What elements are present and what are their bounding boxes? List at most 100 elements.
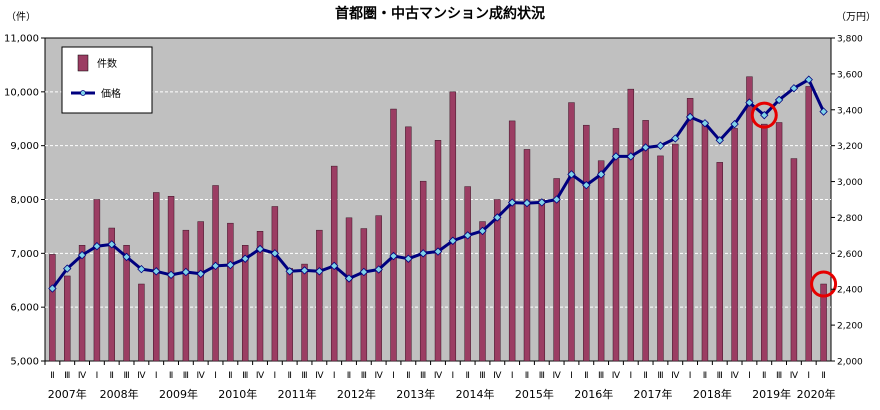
- price-marker: [152, 267, 161, 276]
- year-label: 2008年: [100, 387, 139, 401]
- price-marker: [137, 264, 146, 274]
- count-bar: [138, 283, 145, 362]
- left-tick-label: 5,000: [10, 357, 39, 368]
- quarter-label: Ⅳ: [612, 371, 621, 381]
- quarter-label: Ⅲ: [183, 371, 189, 381]
- price-marker: [389, 251, 398, 261]
- quarter-label: Ⅱ: [525, 371, 529, 381]
- quarter-label: Ⅱ: [287, 371, 291, 381]
- count-bar: [479, 221, 486, 362]
- left-tick-label: 10,000: [4, 87, 39, 98]
- count-bar: [731, 128, 738, 362]
- count-bar: [93, 199, 101, 362]
- quarter-label: Ⅰ: [629, 371, 632, 381]
- left-axis: 5,000 6,000 7,000 8,000 9,000 10,000 11,000: [4, 34, 45, 368]
- price-marker: [537, 198, 546, 207]
- quarter-label: Ⅰ: [274, 371, 277, 381]
- price-marker: [285, 267, 294, 276]
- price-marker: [730, 119, 739, 129]
- chart-title: 首都圏・中古マンション成約状況: [335, 5, 545, 22]
- price-marker: [344, 274, 354, 283]
- price-marker: [700, 119, 710, 128]
- count-bar: [686, 98, 694, 362]
- price-marker: [255, 244, 265, 254]
- left-tick-label: 6,000: [10, 303, 39, 314]
- year-label: 2013年: [396, 387, 435, 401]
- quarter-label: Ⅲ: [123, 371, 129, 381]
- count-bar: [108, 227, 115, 362]
- quarter-label: Ⅱ: [406, 371, 410, 381]
- price-marker: [448, 236, 457, 245]
- price-marker: [463, 231, 472, 240]
- quarter-label: Ⅳ: [315, 371, 324, 381]
- legend-line-label: 価格: [101, 87, 121, 100]
- quarter-label: Ⅲ: [657, 371, 663, 381]
- quarter-label: Ⅳ: [78, 371, 87, 381]
- quarter-label: Ⅳ: [137, 371, 146, 381]
- count-bar: [153, 192, 160, 362]
- count-bar: [790, 158, 798, 362]
- price-marker: [507, 198, 517, 207]
- quarter-label: Ⅱ: [347, 371, 351, 381]
- right-tick-label: 2,200: [837, 322, 863, 332]
- price-marker: [641, 143, 650, 152]
- price-marker: [241, 254, 250, 263]
- quarter-label: Ⅲ: [64, 371, 70, 381]
- legend: 件数 価格: [61, 46, 153, 114]
- count-bar: [49, 254, 56, 362]
- quarter-label: Ⅳ: [671, 371, 680, 381]
- count-bar: [256, 231, 264, 362]
- price-marker: [300, 266, 309, 275]
- right-tick-label: 3,400: [837, 106, 863, 116]
- year-label: 2011年: [278, 387, 317, 401]
- price-marker: [774, 95, 784, 105]
- price-marker: [671, 134, 680, 143]
- quarter-label: Ⅲ: [301, 371, 307, 381]
- price-marker: [567, 170, 576, 179]
- price-markers: [48, 75, 828, 293]
- count-bar: [494, 199, 501, 362]
- quarter-label: Ⅰ: [689, 371, 692, 381]
- count-bar: [405, 126, 412, 362]
- left-tick-label: 9,000: [10, 141, 39, 152]
- price-marker: [656, 141, 665, 150]
- legend-line-marker: [80, 90, 86, 96]
- quarter-label: Ⅰ: [748, 371, 751, 381]
- count-bar: [212, 185, 219, 362]
- price-marker: [715, 136, 724, 145]
- count-bar: [612, 128, 620, 362]
- count-bar: [701, 121, 709, 362]
- count-bar: [301, 263, 308, 362]
- right-tick-label: 2,400: [837, 286, 863, 296]
- price-marker: [270, 249, 280, 258]
- highlight-circle: [810, 270, 838, 298]
- right-tick-label: 3,200: [837, 142, 863, 152]
- price-marker: [819, 107, 828, 116]
- quarter-label: Ⅲ: [598, 371, 604, 381]
- right-tick-label: 2,600: [837, 250, 863, 260]
- quarter-label: Ⅰ: [96, 371, 99, 381]
- quarter-label: Ⅳ: [730, 371, 739, 381]
- count-bar: [286, 268, 293, 362]
- count-bar: [672, 143, 679, 362]
- quarter-label: Ⅱ: [169, 371, 173, 381]
- price-marker: [122, 252, 131, 262]
- count-bar: [241, 245, 249, 362]
- count-bar: [419, 180, 427, 362]
- price-marker: [166, 270, 176, 280]
- quarter-label: Ⅰ: [333, 371, 336, 381]
- count-bar: [568, 102, 575, 362]
- count-bar: [449, 91, 457, 362]
- count-bar: [538, 199, 546, 362]
- quarter-label: Ⅰ: [570, 371, 573, 381]
- quarter-label: Ⅱ: [228, 371, 232, 381]
- count-bar: [182, 229, 190, 362]
- quarter-label: Ⅳ: [790, 371, 799, 381]
- quarter-label: Ⅳ: [197, 371, 206, 381]
- year-label: 2016年: [574, 387, 613, 401]
- x-axis-years: 2007年 2008年 2009年 2010年 2011年 2012年 2013年 2014年…: [48, 387, 836, 401]
- count-bar: [761, 123, 768, 362]
- count-bar: [642, 120, 649, 362]
- price-marker: [760, 110, 769, 120]
